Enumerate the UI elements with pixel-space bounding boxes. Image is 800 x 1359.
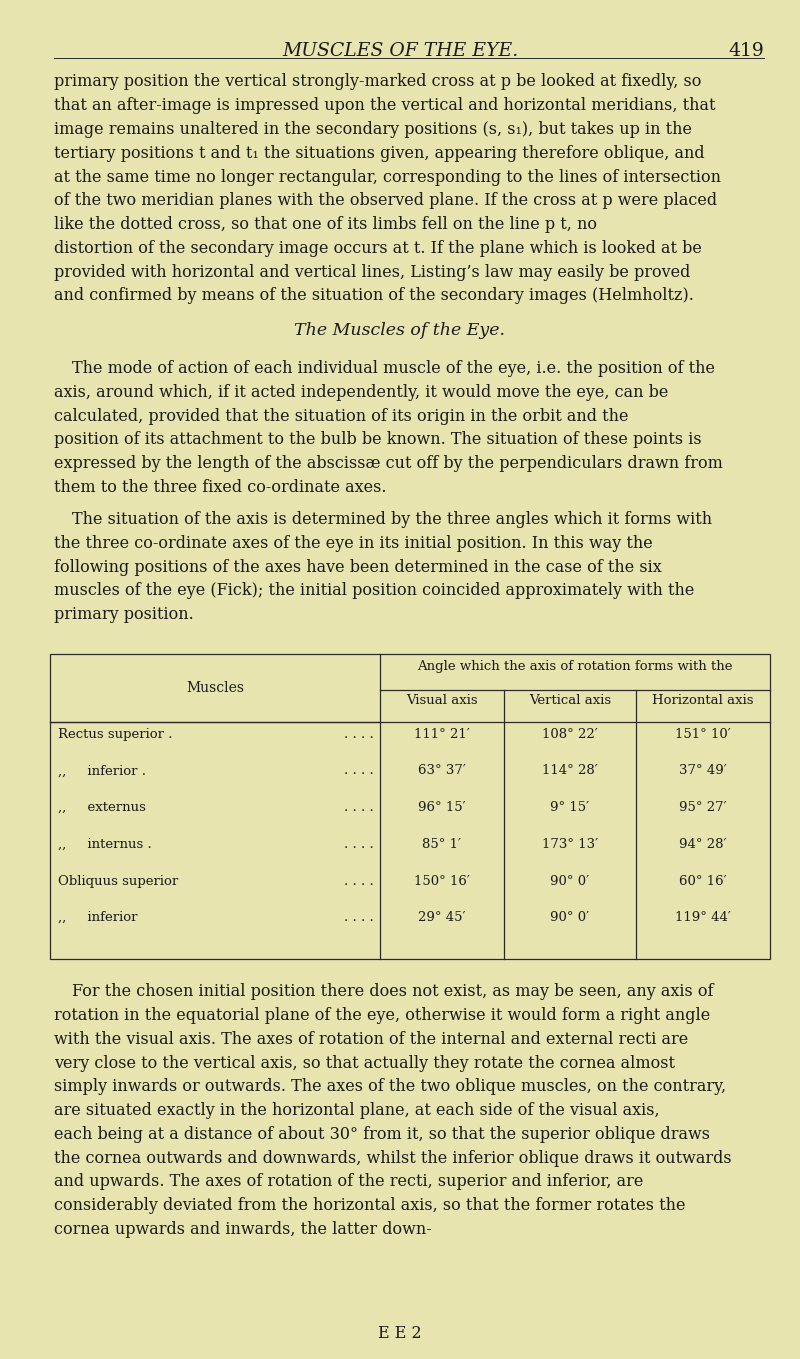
Text: at the same time no longer rectangular, corresponding to the lines of intersecti: at the same time no longer rectangular, …	[54, 169, 722, 186]
Text: Rectus superior .: Rectus superior .	[58, 727, 173, 741]
Text: The situation of the axis is determined by the three angles which it forms with: The situation of the axis is determined …	[72, 511, 712, 529]
Text: primary position the vertical strongly-marked cross at p be looked at fixedly, s: primary position the vertical strongly-m…	[54, 73, 702, 91]
Text: 63° 37′: 63° 37′	[418, 764, 466, 777]
Text: 9° 15′: 9° 15′	[550, 800, 590, 814]
Text: very close to the vertical axis, so that actually they rotate the cornea almost: very close to the vertical axis, so that…	[54, 1055, 675, 1072]
Text: 29° 45′: 29° 45′	[418, 911, 466, 924]
Text: Muscles: Muscles	[186, 681, 244, 696]
Text: muscles of the eye (Fick); the initial position coincided approximately with the: muscles of the eye (Fick); the initial p…	[54, 582, 694, 599]
Text: 419: 419	[728, 42, 764, 60]
Text: 90° 0′: 90° 0′	[550, 911, 590, 924]
Text: 150° 16′: 150° 16′	[414, 874, 470, 887]
Text: ,,     inferior: ,, inferior	[58, 911, 138, 924]
Text: 173° 13′: 173° 13′	[542, 837, 598, 851]
Text: Vertical axis: Vertical axis	[529, 693, 611, 707]
Text: cornea upwards and inwards, the latter down-: cornea upwards and inwards, the latter d…	[54, 1220, 432, 1238]
Text: are situated exactly in the horizontal plane, at each side of the visual axis,: are situated exactly in the horizontal p…	[54, 1102, 660, 1120]
Text: The Muscles of the Eye.: The Muscles of the Eye.	[294, 322, 506, 340]
Text: considerably deviated from the horizontal axis, so that the former rotates the: considerably deviated from the horizonta…	[54, 1197, 686, 1215]
Text: ,,     inferior .: ,, inferior .	[58, 764, 146, 777]
Text: the cornea outwards and downwards, whilst the inferior oblique draws it outwards: the cornea outwards and downwards, whils…	[54, 1150, 732, 1167]
Text: 111° 21′: 111° 21′	[414, 727, 470, 741]
Text: The mode of action of each individual muscle of the eye, i.e. the position of th: The mode of action of each individual mu…	[72, 360, 715, 378]
Text: 60° 16′: 60° 16′	[679, 874, 727, 887]
Text: that an after-image is impressed upon the vertical and horizontal meridians, tha: that an after-image is impressed upon th…	[54, 98, 716, 114]
Text: position of its attachment to the bulb be known. The situation of these points i: position of its attachment to the bulb b…	[54, 431, 702, 448]
Text: tertiary positions t and t₁ the situations given, appearing therefore oblique, a: tertiary positions t and t₁ the situatio…	[54, 144, 705, 162]
Text: Angle which the axis of rotation forms with the: Angle which the axis of rotation forms w…	[418, 659, 733, 673]
Text: . . . .: . . . .	[344, 874, 374, 887]
Text: image remains unaltered in the secondary positions (s, s₁), but takes up in the: image remains unaltered in the secondary…	[54, 121, 692, 139]
Text: provided with horizontal and vertical lines, Listing’s law may easily be proved: provided with horizontal and vertical li…	[54, 264, 690, 281]
Text: 114° 28′: 114° 28′	[542, 764, 598, 777]
Text: and confirmed by means of the situation of the secondary images (Helmholtz).: and confirmed by means of the situation …	[54, 287, 694, 304]
Text: 85° 1′: 85° 1′	[422, 837, 462, 851]
Text: 95° 27′: 95° 27′	[679, 800, 727, 814]
Text: 94° 28′: 94° 28′	[679, 837, 727, 851]
Text: 90° 0′: 90° 0′	[550, 874, 590, 887]
Text: each being at a distance of about 30° from it, so that the superior oblique draw: each being at a distance of about 30° fr…	[54, 1125, 710, 1143]
Text: 37° 49′: 37° 49′	[679, 764, 727, 777]
Text: MUSCLES OF THE EYE.: MUSCLES OF THE EYE.	[282, 42, 518, 60]
Text: . . . .: . . . .	[344, 837, 374, 851]
Text: Horizontal axis: Horizontal axis	[653, 693, 754, 707]
Text: distortion of the secondary image occurs at t. If the plane which is looked at b: distortion of the secondary image occurs…	[54, 239, 702, 257]
Text: axis, around which, if it acted independently, it would move the eye, can be: axis, around which, if it acted independ…	[54, 383, 669, 401]
Text: rotation in the equatorial plane of the eye, otherwise it would form a right ang: rotation in the equatorial plane of the …	[54, 1007, 710, 1025]
Text: and upwards. The axes of rotation of the recti, superior and inferior, are: and upwards. The axes of rotation of the…	[54, 1173, 644, 1190]
Text: . . . .: . . . .	[344, 727, 374, 741]
Text: 151° 10′: 151° 10′	[675, 727, 731, 741]
Text: with the visual axis. The axes of rotation of the internal and external recti ar: with the visual axis. The axes of rotati…	[54, 1030, 689, 1048]
Text: 96° 15′: 96° 15′	[418, 800, 466, 814]
Text: them to the three fixed co-ordinate axes.: them to the three fixed co-ordinate axes…	[54, 478, 387, 496]
Text: E E 2: E E 2	[378, 1325, 422, 1343]
Text: Obliquus superior: Obliquus superior	[58, 874, 178, 887]
Bar	[50, 654, 770, 958]
Text: . . . .: . . . .	[344, 800, 374, 814]
Text: . . . .: . . . .	[344, 911, 374, 924]
Text: . . . .: . . . .	[344, 764, 374, 777]
Text: ,,     internus .: ,, internus .	[58, 837, 152, 851]
Text: primary position.: primary position.	[54, 606, 194, 624]
Text: following positions of the axes have been determined in the case of the six: following positions of the axes have bee…	[54, 559, 662, 576]
Text: of the two meridian planes with the observed plane. If the cross at p were place: of the two meridian planes with the obse…	[54, 192, 718, 209]
Text: Visual axis: Visual axis	[406, 693, 478, 707]
Text: the three co-ordinate axes of the eye in its initial position. In this way the: the three co-ordinate axes of the eye in…	[54, 534, 653, 552]
Text: ,,     externus: ,, externus	[58, 800, 146, 814]
Text: 108° 22′: 108° 22′	[542, 727, 598, 741]
Text: calculated, provided that the situation of its origin in the orbit and the: calculated, provided that the situation …	[54, 408, 629, 425]
Text: like the dotted cross, so that one of its limbs fell on the line p t, no: like the dotted cross, so that one of it…	[54, 216, 598, 234]
Text: For the chosen initial position there does not exist, as may be seen, any axis o: For the chosen initial position there do…	[72, 983, 714, 1000]
Text: 119° 44′: 119° 44′	[675, 911, 731, 924]
Text: expressed by the length of the abscissæ cut off by the perpendiculars drawn from: expressed by the length of the abscissæ …	[54, 455, 723, 473]
Text: simply inwards or outwards. The axes of the two oblique muscles, on the contrary: simply inwards or outwards. The axes of …	[54, 1078, 726, 1095]
